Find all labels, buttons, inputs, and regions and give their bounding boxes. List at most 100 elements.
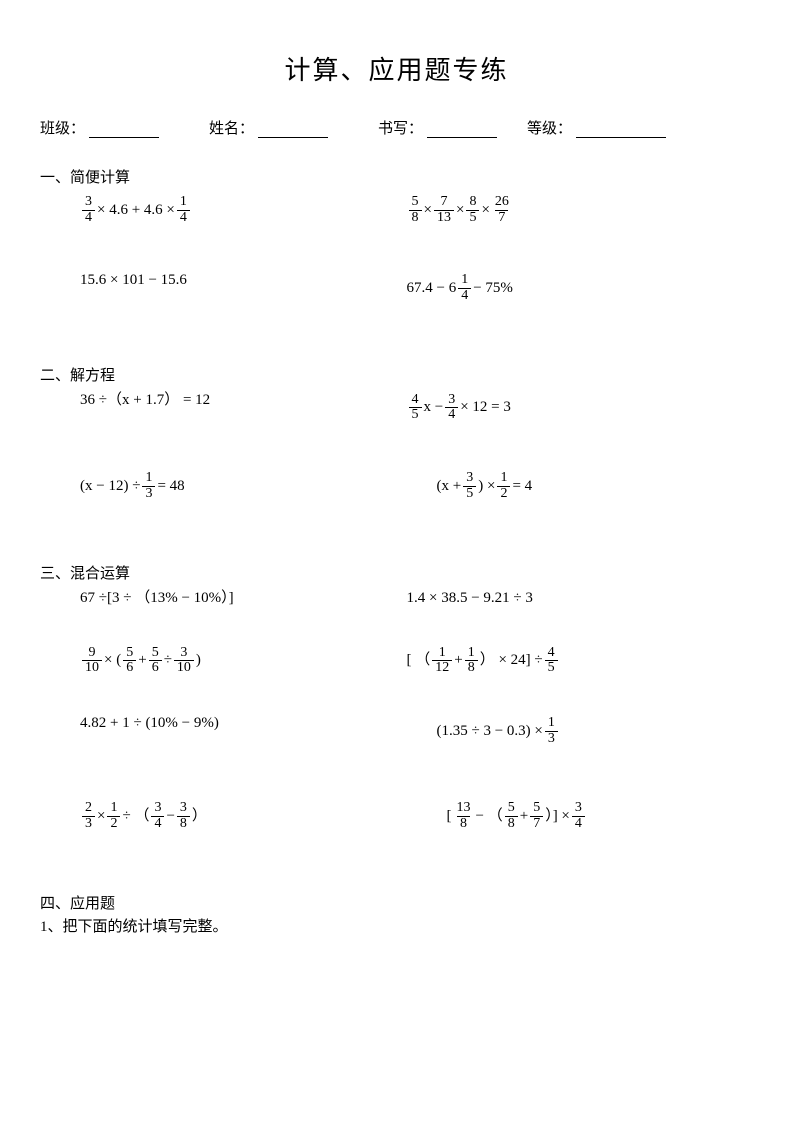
expr: 15.6 × 101 − 15.6 xyxy=(80,273,397,288)
text: (x − 12) ÷ xyxy=(80,479,140,494)
header-row: 班级： 姓名： 书写： 等级： xyxy=(40,117,753,138)
fraction: 13 xyxy=(142,471,155,501)
s3-r1c1: 67 ÷[3 ÷ （13% − 10%）] xyxy=(40,591,397,606)
text: + xyxy=(454,653,462,668)
fraction: 56 xyxy=(123,646,136,676)
text: ) × xyxy=(478,479,495,494)
text: + xyxy=(138,653,146,668)
text: − 75% xyxy=(473,281,513,296)
text: ） xyxy=(192,809,207,824)
expr: 4.82 + 1 ÷ (10% − 9%) xyxy=(80,716,397,731)
s1-row1: 34 × 4.6 + 4.6 × 14 58 × 713 × 85 × 267 xyxy=(40,195,753,225)
header-name: 姓名： xyxy=(209,117,328,138)
s1-r1c1: 34 × 4.6 + 4.6 × 14 xyxy=(40,195,397,225)
expr: 910 × ( 56 + 56 ÷ 310 ) xyxy=(80,646,397,676)
expr: 58 × 713 × 85 × 267 xyxy=(407,195,754,225)
s1-r2c1: 15.6 × 101 − 15.6 xyxy=(40,273,397,303)
fraction: 112 xyxy=(432,646,452,676)
class-label: 班级： xyxy=(40,117,85,138)
text: × xyxy=(97,809,105,824)
fraction: 14 xyxy=(177,195,190,225)
fraction: 18 xyxy=(465,646,478,676)
fraction: 14 xyxy=(458,273,471,303)
expr: (x − 12) ÷ 13 = 48 xyxy=(80,471,397,501)
fraction: 713 xyxy=(434,195,454,225)
expr: 67.4 − 6 14 − 75% xyxy=(407,273,754,303)
s1-row2: 15.6 × 101 − 15.6 67.4 − 6 14 − 75% xyxy=(40,273,753,303)
expr: 1.4 × 38.5 − 9.21 ÷ 3 xyxy=(407,591,754,606)
text: × ( xyxy=(104,653,121,668)
text: 67 ÷[3 ÷ （13% − 10%）] xyxy=(80,591,234,606)
s2-row2: (x − 12) ÷ 13 = 48 (x + 35 ) × 12 = 4 xyxy=(40,471,753,501)
s3-r4c2: [ 138 − （ 58 + 57 ）] × 34 xyxy=(397,801,754,831)
expr: 67 ÷[3 ÷ （13% − 10%）] xyxy=(80,591,397,606)
section-2-heading: 二、解方程 xyxy=(40,364,753,385)
s3-r2c1: 910 × ( 56 + 56 ÷ 310 ) xyxy=(40,646,397,676)
fraction: 310 xyxy=(174,646,194,676)
text: − （ xyxy=(476,809,503,824)
text: 67.4 − 6 xyxy=(407,281,457,296)
s2-row1: 36 ÷（x + 1.7） = 12 45 x − 34 × 12 = 3 xyxy=(40,393,753,423)
expr: 36 ÷（x + 1.7） = 12 xyxy=(80,393,397,408)
fraction: 56 xyxy=(149,646,162,676)
text: × xyxy=(456,203,464,218)
text: = 4 xyxy=(512,479,532,494)
fraction: 45 xyxy=(409,393,422,423)
s3-row4: 23 × 12 ÷ （ 34 − 38 ） [ 138 − （ 58 + 57 … xyxy=(40,801,753,831)
header-writing: 书写： xyxy=(378,117,497,138)
fraction: 45 xyxy=(545,646,558,676)
fraction: 38 xyxy=(177,801,190,831)
s2-r1c2: 45 x − 34 × 12 = 3 xyxy=(397,393,754,423)
s3-row1: 67 ÷[3 ÷ （13% − 10%）] 1.4 × 38.5 − 9.21 … xyxy=(40,591,753,606)
text: + xyxy=(520,809,528,824)
s3-r1c2: 1.4 × 38.5 − 9.21 ÷ 3 xyxy=(397,591,754,606)
fraction: 85 xyxy=(466,195,479,225)
grade-label: 等级： xyxy=(527,117,572,138)
grade-blank[interactable] xyxy=(576,120,666,138)
expr: 45 x − 34 × 12 = 3 xyxy=(407,393,754,423)
expr: [ （ 112 + 18 ） × 24] ÷ 45 xyxy=(407,646,754,676)
fraction: 34 xyxy=(82,195,95,225)
text: ) xyxy=(196,653,201,668)
fraction: 58 xyxy=(409,195,422,225)
s3-r2c2: [ （ 112 + 18 ） × 24] ÷ 45 xyxy=(397,646,754,676)
name-blank[interactable] xyxy=(258,120,328,138)
fraction: 23 xyxy=(82,801,95,831)
text: × xyxy=(424,203,432,218)
text: = 48 xyxy=(157,479,184,494)
text: [ xyxy=(447,809,452,824)
text: × 12 = 3 xyxy=(460,400,511,415)
s3-r4c1: 23 × 12 ÷ （ 34 − 38 ） xyxy=(40,801,397,831)
text: ÷ （ xyxy=(122,809,149,824)
s3-row3: 4.82 + 1 ÷ (10% − 9%) (1.35 ÷ 3 − 0.3) ×… xyxy=(40,716,753,746)
s2-r2c2: (x + 35 ) × 12 = 4 xyxy=(397,471,754,501)
expr: 34 × 4.6 + 4.6 × 14 xyxy=(80,195,397,225)
fraction: 267 xyxy=(492,195,512,225)
text: ）] × xyxy=(545,809,570,824)
header-grade: 等级： xyxy=(527,117,666,138)
fraction: 34 xyxy=(445,393,458,423)
fraction: 57 xyxy=(530,801,543,831)
section-3-heading: 三、混合运算 xyxy=(40,562,753,583)
fraction: 138 xyxy=(454,801,474,831)
class-blank[interactable] xyxy=(89,120,159,138)
expr: (1.35 ÷ 3 − 0.3) × 13 xyxy=(437,716,754,746)
text: (x + xyxy=(437,479,462,494)
s3-r3c2: (1.35 ÷ 3 − 0.3) × 13 xyxy=(397,716,754,746)
fraction: 34 xyxy=(151,801,164,831)
s4-q1: 1、把下面的统计填写完整。 xyxy=(40,915,753,936)
s2-r1c1: 36 ÷（x + 1.7） = 12 xyxy=(40,393,397,423)
worksheet-page: 计算、应用题专练 班级： 姓名： 书写： 等级： 一、简便计算 34 × 4.6… xyxy=(0,0,793,976)
fraction: 910 xyxy=(82,646,102,676)
s3-row2: 910 × ( 56 + 56 ÷ 310 ) [ （ 112 + 18 ） ×… xyxy=(40,646,753,676)
fraction: 58 xyxy=(505,801,518,831)
text: (1.35 ÷ 3 − 0.3) × xyxy=(437,724,543,739)
fraction: 13 xyxy=(545,716,558,746)
text: 36 ÷（x + 1.7） = 12 xyxy=(80,393,210,408)
expr: [ 138 − （ 58 + 57 ）] × 34 xyxy=(447,801,754,831)
s1-r1c2: 58 × 713 × 85 × 267 xyxy=(397,195,754,225)
writing-blank[interactable] xyxy=(427,120,497,138)
writing-label: 书写： xyxy=(378,117,423,138)
text: × 4.6 + 4.6 × xyxy=(97,203,175,218)
text: x − xyxy=(424,400,444,415)
